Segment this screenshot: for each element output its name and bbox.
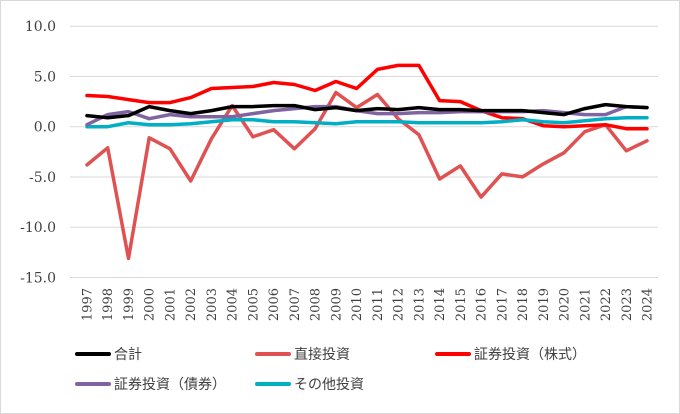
legend-swatch xyxy=(435,352,471,356)
legend-label: 合計 xyxy=(114,347,142,363)
series-line xyxy=(85,102,649,120)
legend-item: 合計 xyxy=(75,344,142,364)
x-tick-label: 2015 xyxy=(454,288,469,321)
x-tick-label: 2019 xyxy=(537,288,552,321)
x-tick-label: 1998 xyxy=(101,288,116,321)
y-tick-label: -5.0 xyxy=(29,170,56,186)
y-tick-label: 5.0 xyxy=(34,69,56,85)
x-tick-label: 2013 xyxy=(412,288,427,321)
x-tick-label: 2014 xyxy=(433,288,448,321)
legend-label: その他投資 xyxy=(294,377,364,393)
x-tick-label: 2023 xyxy=(620,288,635,321)
x-tick-label: 2007 xyxy=(288,288,303,321)
x-tick-label: 2005 xyxy=(246,288,261,321)
x-tick-label: 2011 xyxy=(371,288,386,321)
x-tick-label: 2000 xyxy=(143,288,158,321)
x-tick-label: 2003 xyxy=(205,288,220,321)
x-tick-label: 2001 xyxy=(163,288,178,321)
y-tick-label: 10.0 xyxy=(25,19,56,35)
legend-item: 直接投資 xyxy=(255,344,350,364)
legend-item: その他投資 xyxy=(255,374,364,394)
legend-swatch xyxy=(255,352,291,356)
series-line xyxy=(85,115,649,129)
legend-swatch xyxy=(75,382,111,386)
legend-label: 証券投資（株式） xyxy=(474,347,586,363)
legend-label: 直接投資 xyxy=(294,347,350,363)
x-tick-label: 2024 xyxy=(641,288,656,321)
x-tick-label: 2021 xyxy=(578,288,593,321)
legend-item: 証券投資（株式） xyxy=(435,344,586,364)
x-tick-label: 2012 xyxy=(392,288,407,321)
x-tick-label: 2020 xyxy=(558,288,573,321)
y-tick-label: -10.0 xyxy=(20,220,56,236)
legend-item: 証券投資（債券） xyxy=(75,374,226,394)
x-tick-label: 2009 xyxy=(329,288,344,321)
series-line xyxy=(85,104,649,127)
legend-swatch xyxy=(75,352,111,356)
series-line xyxy=(85,63,649,131)
x-tick-label: 2006 xyxy=(267,288,282,321)
x-tick-label: 1997 xyxy=(81,288,96,321)
x-tick-label: 2016 xyxy=(475,288,490,321)
x-tick-label: 2002 xyxy=(184,288,199,321)
series-line xyxy=(85,90,649,261)
legend-label: 証券投資（債券） xyxy=(114,377,226,393)
x-tick-label: 2022 xyxy=(599,288,614,321)
x-tick-label: 1999 xyxy=(122,288,137,321)
x-tick-label: 2018 xyxy=(516,288,531,321)
y-tick-label: -15.0 xyxy=(20,270,56,286)
legend-swatch xyxy=(255,382,291,386)
x-tick-label: 2008 xyxy=(309,288,324,321)
x-tick-label: 2004 xyxy=(226,288,241,321)
x-tick-label: 2017 xyxy=(495,288,510,321)
x-tick-label: 2010 xyxy=(350,288,365,321)
y-tick-label: 0.0 xyxy=(34,120,56,136)
